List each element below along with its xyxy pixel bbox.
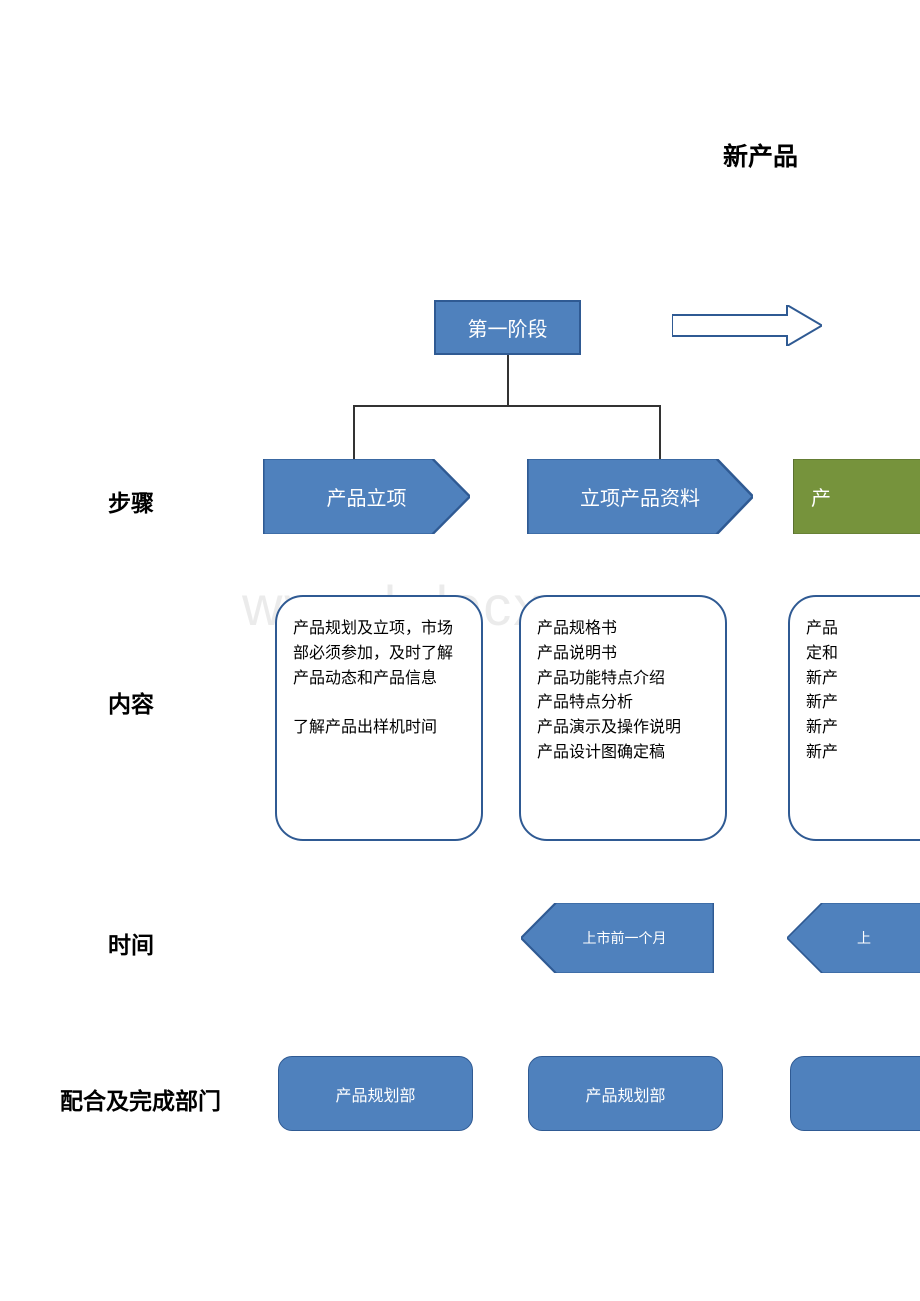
step-label: 立项产品资料 xyxy=(580,482,700,511)
connector xyxy=(659,405,661,459)
content-line: 新产 xyxy=(806,667,920,692)
step-label: 产品立项 xyxy=(327,482,407,511)
connector xyxy=(353,405,661,407)
content-line: 产品规格书 xyxy=(537,617,709,642)
dept-label: 产品规划部 xyxy=(335,1082,415,1106)
content-box: 产品规划及立项，市场部必须参加，及时了解产品动态和产品信息 了解产品出样机时间 xyxy=(275,595,483,841)
row-label-step: 步骤 xyxy=(108,484,154,518)
content-box: 产品规格书产品说明书产品功能特点介绍产品特点分析产品演示及操作说明产品设计图确定… xyxy=(519,595,727,841)
time-arrow: 上 xyxy=(787,903,920,973)
content-line: 产品设计图确定稿 xyxy=(537,741,709,766)
content-line: 产品动态和产品信息 xyxy=(293,667,465,692)
step-label: 产 xyxy=(793,482,831,511)
content-line: 部必须参加，及时了解 xyxy=(293,642,465,667)
row-label-content: 内容 xyxy=(108,685,154,719)
content-line: 定和 xyxy=(806,642,920,667)
step-box: 立项产品资料 xyxy=(527,459,753,534)
connector xyxy=(507,355,509,405)
step-box: 产 xyxy=(793,459,920,534)
step-box: 产品立项 xyxy=(263,459,470,534)
dept-box: 产品规划部 xyxy=(278,1056,473,1131)
row-label-dept: 配合及完成部门 xyxy=(60,1082,221,1116)
content-line: 新产 xyxy=(806,691,920,716)
content-line: 产品演示及操作说明 xyxy=(537,716,709,741)
row-label-time: 时间 xyxy=(108,926,154,960)
dept-box xyxy=(790,1056,920,1131)
time-label: 上市前一个月 xyxy=(569,928,667,948)
content-line: 产品特点分析 xyxy=(537,691,709,716)
dept-box: 产品规划部 xyxy=(528,1056,723,1131)
next-phase-arrow xyxy=(672,305,822,346)
content-line: 了解产品出样机时间 xyxy=(293,716,465,741)
dept-label: 产品规划部 xyxy=(585,1082,665,1106)
time-label: 上 xyxy=(843,928,871,948)
content-line: 产品说明书 xyxy=(537,642,709,667)
phase-label: 第一阶段 xyxy=(468,313,548,342)
content-box: 产品定和新产新产新产新产 xyxy=(788,595,920,841)
time-arrow: 上市前一个月 xyxy=(521,903,714,973)
content-line xyxy=(293,691,465,716)
content-line: 产品 xyxy=(806,617,920,642)
flowchart-canvas: 新产品 www.bdocx.com 第一阶段 步骤 内容 时间 配合及完成部门 … xyxy=(0,0,920,1301)
content-line: 产品功能特点介绍 xyxy=(537,667,709,692)
phase-box: 第一阶段 xyxy=(434,300,581,355)
page-title: 新产品 xyxy=(723,137,798,173)
connector xyxy=(353,405,355,459)
content-line: 产品规划及立项，市场 xyxy=(293,617,465,642)
content-line: 新产 xyxy=(806,716,920,741)
content-line: 新产 xyxy=(806,741,920,766)
